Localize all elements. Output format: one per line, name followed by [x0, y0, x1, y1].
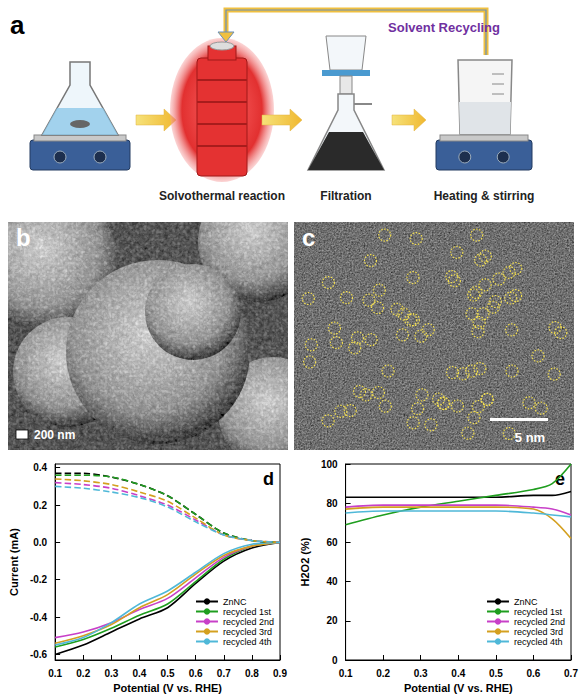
svg-text:0.7: 0.7 [217, 668, 231, 679]
svg-text:100: 100 [321, 459, 338, 470]
svg-text:recycled 3rd: recycled 3rd [514, 627, 563, 637]
svg-text:Current (mA): Current (mA) [8, 528, 20, 596]
svg-text:a: a [10, 10, 25, 40]
svg-text:Potential (V vs. RHE): Potential (V vs. RHE) [113, 682, 222, 694]
svg-text:H2O2 (%): H2O2 (%) [299, 537, 311, 586]
svg-text:0.2: 0.2 [33, 500, 47, 511]
svg-text:c: c [302, 224, 315, 251]
svg-text:0.7: 0.7 [564, 668, 578, 679]
svg-text:recycled 3rd: recycled 3rd [223, 627, 272, 637]
svg-text:d: d [263, 469, 274, 489]
svg-text:0: 0 [332, 655, 338, 666]
svg-text:b: b [16, 224, 31, 251]
svg-text:0.1: 0.1 [48, 668, 62, 679]
svg-text:0.1: 0.1 [339, 668, 353, 679]
svg-text:Filtration: Filtration [320, 189, 371, 203]
svg-text:0.4: 0.4 [451, 668, 465, 679]
svg-text:40: 40 [326, 576, 338, 587]
svg-text:0.9: 0.9 [273, 668, 287, 679]
svg-text:0.0: 0.0 [33, 537, 47, 548]
svg-text:0.6: 0.6 [189, 668, 203, 679]
svg-text:recycled 2nd: recycled 2nd [223, 617, 274, 627]
svg-text:-0.4: -0.4 [30, 612, 48, 623]
svg-text:0.2: 0.2 [376, 668, 390, 679]
svg-text:0.5: 0.5 [161, 668, 175, 679]
svg-text:0.5: 0.5 [489, 668, 503, 679]
svg-text:0.3: 0.3 [414, 668, 428, 679]
svg-text:Heating & stirring: Heating & stirring [434, 189, 535, 203]
svg-text:recycled 4th: recycled 4th [223, 637, 272, 647]
svg-text:5 nm: 5 nm [515, 430, 545, 445]
svg-text:-0.2: -0.2 [30, 574, 48, 585]
svg-text:200 nm: 200 nm [34, 428, 75, 442]
svg-text:Potential (V vs. RHE): Potential (V vs. RHE) [404, 682, 513, 694]
svg-text:20: 20 [326, 615, 338, 626]
svg-text:80: 80 [326, 498, 338, 509]
svg-text:recycled 2nd: recycled 2nd [514, 617, 565, 627]
svg-text:0.6: 0.6 [526, 668, 540, 679]
svg-text:recycled 1st: recycled 1st [223, 607, 272, 617]
svg-text:0.4: 0.4 [133, 668, 147, 679]
svg-text:ZnNC: ZnNC [514, 597, 538, 607]
svg-text:0.8: 0.8 [245, 668, 259, 679]
svg-text:recycled 4th: recycled 4th [514, 637, 563, 647]
svg-text:Solvent Recycling: Solvent Recycling [388, 20, 500, 35]
svg-text:recycled 1st: recycled 1st [514, 607, 563, 617]
svg-text:0.2: 0.2 [76, 668, 90, 679]
svg-text:0.4: 0.4 [33, 462, 47, 473]
svg-text:60: 60 [326, 537, 338, 548]
svg-text:Solvothermal reaction: Solvothermal reaction [159, 189, 285, 203]
svg-text:ZnNC: ZnNC [223, 597, 247, 607]
svg-text:-0.6: -0.6 [30, 649, 48, 660]
svg-text:0.3: 0.3 [104, 668, 118, 679]
svg-text:e: e [555, 469, 565, 489]
